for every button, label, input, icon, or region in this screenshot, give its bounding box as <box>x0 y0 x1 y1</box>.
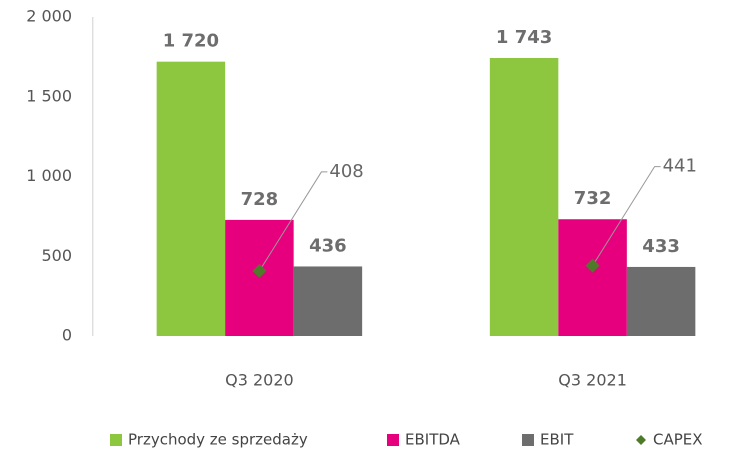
bar <box>626 266 696 336</box>
value-label: 441 <box>663 156 697 177</box>
legend-swatch <box>387 434 399 446</box>
leader-line <box>592 166 661 266</box>
bar <box>156 61 226 336</box>
x-tick-label: Q3 2020 <box>225 371 294 390</box>
y-tick-label: 0 <box>62 326 72 345</box>
value-label: 1 720 <box>163 31 219 52</box>
y-tick-label: 1 000 <box>26 166 72 185</box>
legend-swatch <box>522 434 534 446</box>
value-label: 408 <box>329 161 363 182</box>
value-label: 433 <box>642 236 680 257</box>
legend-label: Przychody ze sprzedaży <box>128 431 308 449</box>
bar <box>489 57 559 336</box>
bar <box>225 219 294 336</box>
bar <box>558 219 627 336</box>
legend-swatch <box>636 435 646 445</box>
y-tick-label: 2 000 <box>26 7 72 26</box>
marker <box>252 263 267 278</box>
legend-label: CAPEX <box>653 431 703 449</box>
y-tick-label: 500 <box>41 246 72 265</box>
legend-label: EBITDA <box>405 431 461 449</box>
x-tick-label: Q3 2021 <box>558 371 627 390</box>
bar <box>293 266 363 336</box>
value-label: 436 <box>309 235 347 256</box>
legend-label: EBIT <box>540 431 574 449</box>
leader-line <box>258 171 328 272</box>
value-label: 732 <box>574 188 612 209</box>
marker <box>585 258 600 273</box>
value-label: 1 743 <box>496 27 552 48</box>
legend-swatch <box>110 434 122 446</box>
y-tick-label: 1 500 <box>26 86 72 105</box>
value-label: 728 <box>241 189 279 210</box>
